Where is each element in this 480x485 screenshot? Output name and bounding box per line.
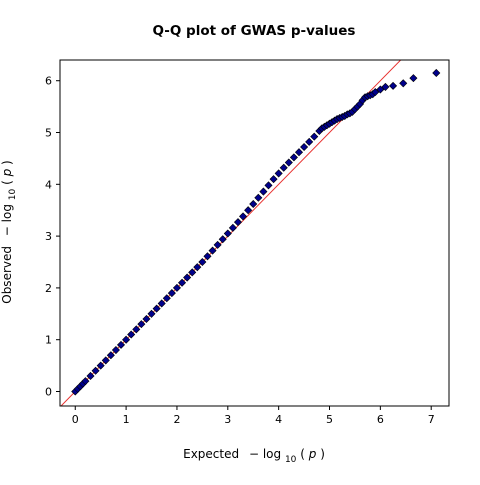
x-tick-label: 1 bbox=[123, 413, 130, 426]
data-point bbox=[300, 142, 309, 152]
data-point bbox=[284, 158, 293, 167]
data-point bbox=[432, 68, 441, 77]
data-point bbox=[162, 294, 171, 303]
x-axis-label-minus: − bbox=[249, 447, 259, 461]
y-axis-label-minus: − bbox=[0, 226, 14, 236]
data-point bbox=[381, 82, 390, 91]
plot-area bbox=[60, 60, 441, 406]
x-axis-label-log-sub: 10 bbox=[285, 455, 297, 465]
data-point bbox=[137, 320, 146, 329]
data-point bbox=[208, 246, 217, 255]
data-point bbox=[254, 193, 263, 202]
data-point bbox=[228, 223, 237, 232]
y-axis-label-close: ) bbox=[0, 160, 14, 165]
y-axis-label-log-sub: 10 bbox=[8, 188, 18, 200]
data-point bbox=[152, 304, 161, 313]
y-axis-label: Observed − log 10 ( p ) bbox=[0, 160, 18, 304]
data-point bbox=[218, 235, 227, 244]
data-point bbox=[376, 85, 385, 94]
x-tick-label: 4 bbox=[275, 413, 282, 426]
data-point bbox=[116, 340, 126, 349]
data-point bbox=[167, 289, 176, 298]
scatter-series bbox=[71, 68, 441, 396]
data-point bbox=[183, 273, 192, 282]
data-point bbox=[259, 187, 268, 196]
data-point bbox=[294, 148, 304, 157]
y-axis-ticks: 0 1 2 3 4 5 6 bbox=[45, 75, 60, 398]
data-point bbox=[409, 74, 418, 83]
data-point bbox=[178, 278, 187, 287]
data-point bbox=[147, 309, 156, 318]
x-axis-label-log: log bbox=[263, 447, 281, 461]
chart-title: Q-Q plot of GWAS p-values bbox=[153, 23, 356, 39]
y-tick-label: 6 bbox=[45, 75, 52, 88]
data-point bbox=[264, 181, 273, 190]
y-axis-label-var: p bbox=[0, 168, 14, 177]
data-point bbox=[389, 81, 398, 90]
x-axis-label-close: ) bbox=[320, 447, 325, 461]
x-tick-label: 3 bbox=[224, 413, 231, 426]
data-point bbox=[81, 377, 90, 386]
y-axis-label-open: ( bbox=[0, 180, 14, 185]
x-axis-label-var: p bbox=[308, 447, 317, 461]
x-axis-label: Expected − log 10 ( p ) bbox=[183, 447, 325, 465]
data-point bbox=[279, 163, 288, 172]
y-axis-label-log: log bbox=[0, 204, 14, 222]
data-point bbox=[106, 351, 115, 360]
x-axis-label-prefix: Expected bbox=[183, 447, 239, 461]
x-tick-label: 2 bbox=[173, 413, 180, 426]
x-axis-label-open: ( bbox=[300, 447, 305, 461]
data-point bbox=[310, 132, 319, 141]
x-axis-ticks: 0 1 2 3 4 5 6 7 bbox=[72, 406, 435, 426]
data-point bbox=[239, 212, 248, 221]
data-point bbox=[188, 268, 197, 277]
data-point bbox=[305, 137, 314, 146]
y-tick-label: 0 bbox=[45, 385, 52, 398]
data-point bbox=[274, 169, 283, 178]
y-tick-label: 1 bbox=[45, 334, 52, 347]
y-tick-label: 2 bbox=[45, 282, 52, 295]
data-point bbox=[289, 153, 298, 162]
data-point bbox=[198, 257, 207, 267]
x-tick-label: 0 bbox=[72, 413, 79, 426]
data-point bbox=[142, 314, 151, 324]
data-point bbox=[86, 371, 95, 380]
data-point bbox=[371, 88, 380, 97]
data-point bbox=[132, 325, 141, 334]
data-point bbox=[111, 346, 120, 355]
data-point bbox=[101, 356, 110, 365]
data-point bbox=[203, 252, 212, 261]
data-point bbox=[193, 263, 202, 272]
data-point bbox=[399, 79, 408, 88]
axes-frame bbox=[59, 59, 450, 407]
data-point bbox=[172, 283, 181, 292]
y-tick-label: 4 bbox=[45, 178, 52, 191]
data-point bbox=[122, 335, 131, 344]
y-tick-label: 3 bbox=[45, 230, 52, 243]
data-point bbox=[213, 240, 222, 249]
data-point bbox=[157, 299, 166, 308]
x-tick-label: 7 bbox=[428, 413, 435, 426]
data-point bbox=[223, 229, 232, 238]
data-point bbox=[96, 361, 105, 370]
data-point bbox=[233, 218, 242, 227]
y-tick-label: 5 bbox=[45, 127, 52, 140]
data-point bbox=[244, 206, 253, 215]
y-axis-label-prefix: Observed bbox=[0, 246, 14, 304]
x-tick-label: 5 bbox=[326, 413, 333, 426]
x-tick-label: 6 bbox=[377, 413, 384, 426]
data-point bbox=[127, 330, 136, 339]
data-point bbox=[269, 175, 278, 184]
data-point bbox=[249, 199, 258, 209]
data-point bbox=[91, 366, 100, 375]
